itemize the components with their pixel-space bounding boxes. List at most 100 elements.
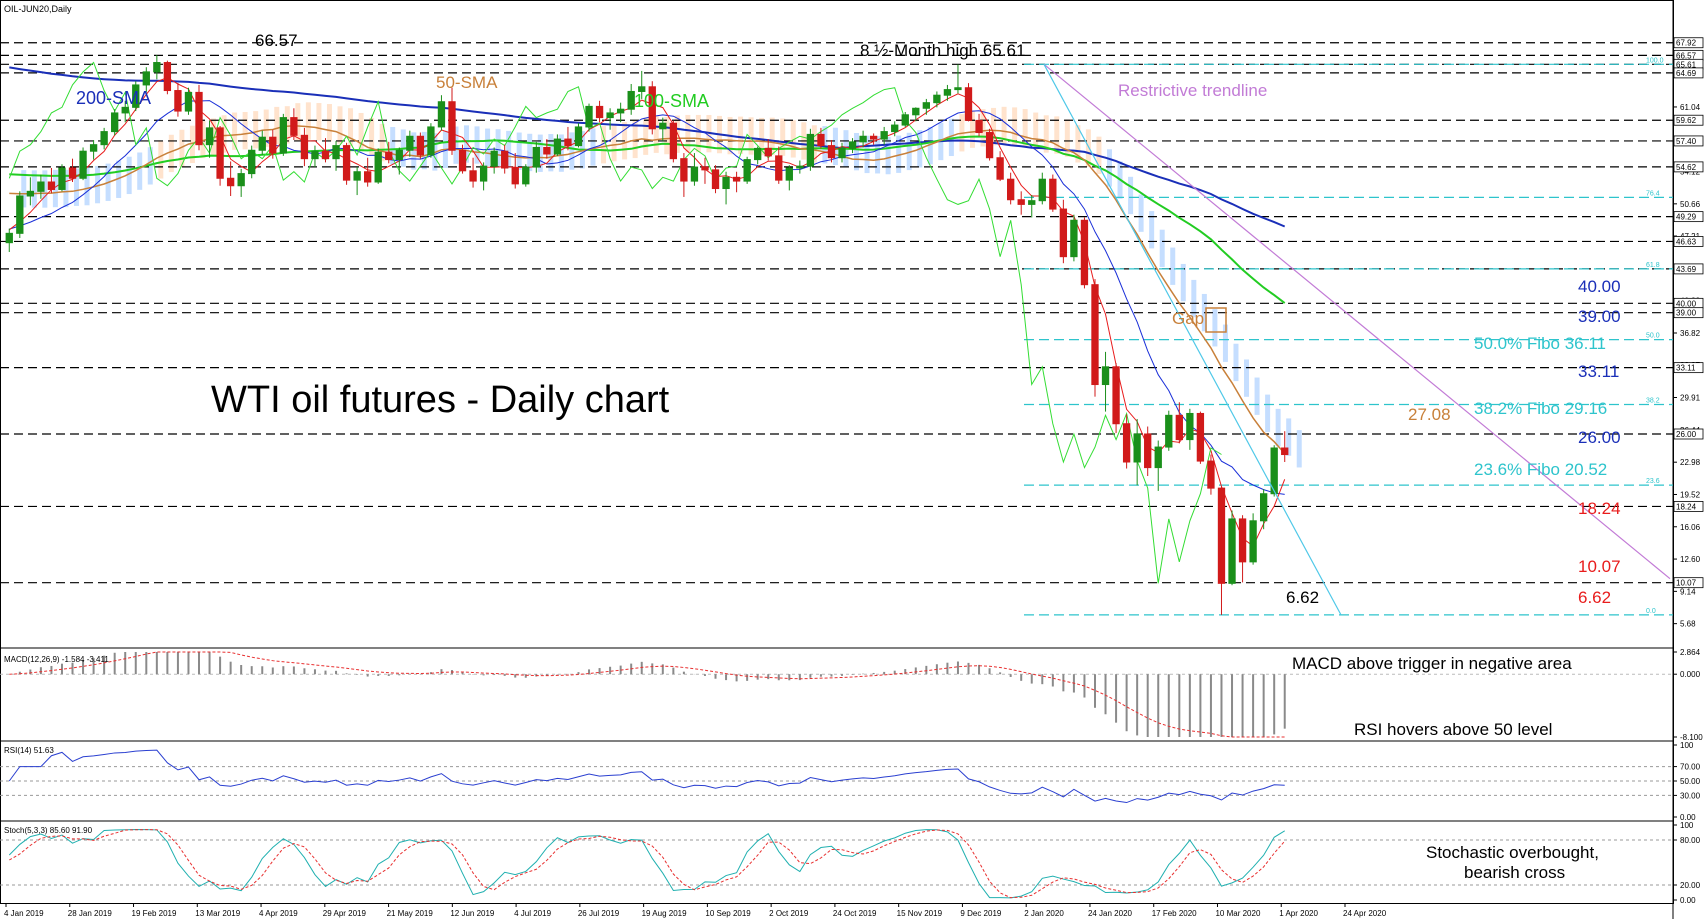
time-tick-label: 17 Feb 2020 <box>1152 909 1197 918</box>
label-100-sma: 100-SMA <box>634 91 709 111</box>
cloud-slice <box>601 126 607 164</box>
level-tag-label: 59.62 <box>1676 116 1697 125</box>
cloud-slice <box>1149 211 1155 249</box>
candle-body <box>226 177 235 187</box>
osc-tick-label: 0.00 <box>1680 813 1696 822</box>
cloud-slice <box>337 106 343 144</box>
level-tag-box <box>1673 501 1704 512</box>
cloud-slice <box>927 127 933 165</box>
cloud-slice <box>548 134 554 172</box>
candle-body <box>627 90 635 110</box>
time-tick-label: 4 Apr 2019 <box>259 909 298 918</box>
label-8month-high: 8 ½-Month high 65.61 <box>860 41 1025 60</box>
cloud-slice <box>200 120 206 159</box>
candle-body <box>58 167 66 190</box>
candle-body <box>532 146 540 168</box>
level-tag-label: 57.40 <box>1676 137 1697 146</box>
level-tag-box <box>1673 67 1704 79</box>
gap-box <box>1205 307 1227 333</box>
time-tick-label: 10 Mar 2020 <box>1215 909 1260 918</box>
candle-body <box>1281 447 1289 456</box>
level-tag-label: 67.92 <box>1676 39 1697 48</box>
candle-body <box>406 135 414 151</box>
candle-body <box>985 132 994 159</box>
cloud-slice <box>274 106 280 145</box>
time-tick-label: 19 Feb 2019 <box>132 909 177 918</box>
symbol-label: OIL-JUN20,Daily <box>4 4 72 14</box>
candle-body <box>553 138 562 155</box>
candle-body <box>754 147 762 161</box>
cloud-slice <box>906 132 912 171</box>
level-tag-label: 18.24 <box>1676 502 1697 511</box>
candle-body <box>364 171 372 183</box>
candle-body <box>1238 518 1247 563</box>
cloud-slice <box>885 136 891 175</box>
time-tick-label: 9 Dec 2019 <box>960 909 1001 918</box>
cloud-slice <box>896 135 902 173</box>
candle-body <box>1217 487 1226 584</box>
time-tick-label: 26 Jul 2019 <box>578 909 620 918</box>
candle-body <box>490 150 498 167</box>
level-tag-label: 26.00 <box>1676 430 1697 439</box>
cloud-slice <box>948 118 954 157</box>
cloud-slice <box>516 132 522 170</box>
fibo-tag: 23.6 <box>1646 478 1660 485</box>
cloud-slice <box>537 134 543 172</box>
cloud-slice <box>147 147 153 185</box>
time-tick-label: 29 Apr 2019 <box>323 909 367 918</box>
candle-body <box>311 150 319 160</box>
price-tick-label: 61.04 <box>1680 103 1701 112</box>
candle-body <box>1270 447 1278 495</box>
cloud-slice <box>1244 359 1250 397</box>
cloud-slice <box>1180 263 1186 302</box>
level-tag-label: 33.11 <box>1676 364 1696 373</box>
cloud-slice <box>854 133 860 171</box>
level-tag-label: 49.29 <box>1676 213 1697 222</box>
label-low-662-right: 6.62 <box>1578 588 1611 607</box>
level-tag-box <box>1673 236 1704 247</box>
cloud-slice <box>358 112 364 151</box>
horizontal-levels <box>0 42 1673 584</box>
stoch-panel: 100 80.00 20.00 0.00 <box>0 821 1701 905</box>
cloud-slice <box>316 103 322 141</box>
candle-body <box>258 136 266 151</box>
cloud-slice <box>790 120 796 158</box>
time-tick-label: 12 Jun 2019 <box>450 909 495 918</box>
stoch-title: Stoch(5,3,3) 85.60 91.90 <box>4 826 93 835</box>
osc-tick-label: 100 <box>1680 821 1694 830</box>
cloud-slice <box>832 127 838 166</box>
level-tag-label: 65.61 <box>1676 60 1697 69</box>
candle-body <box>1165 414 1173 448</box>
time-tick-label: 24 Oct 2019 <box>833 909 877 918</box>
candle-body <box>269 136 277 154</box>
time-tick-label: 19 Aug 2019 <box>642 909 687 918</box>
candle-body <box>1154 446 1162 469</box>
cloud-slice <box>221 115 227 153</box>
cloud-slice <box>569 132 575 170</box>
candle-body <box>964 87 973 121</box>
candle-body <box>648 86 656 130</box>
cloud-slice <box>1222 324 1228 362</box>
cloud-slice <box>84 167 90 206</box>
stoch-note-line-2: bearish cross <box>1464 863 1565 882</box>
candle-body <box>501 150 509 169</box>
time-tick-label: 2 Oct 2019 <box>769 909 809 918</box>
cloud-slice <box>695 114 701 153</box>
label-restrictive-trendline: Restrictive trendline <box>1118 81 1267 100</box>
candle-body <box>543 146 551 155</box>
candle-body <box>37 181 45 192</box>
stoch-note-line-1: Stochastic overbought, <box>1426 843 1599 862</box>
level-tag-label: 54.62 <box>1676 163 1697 172</box>
cloud-slice <box>1275 408 1281 447</box>
cloud-slice <box>738 116 744 154</box>
cloud-slice <box>1254 377 1260 415</box>
candle-body <box>184 91 193 112</box>
cloud-slice <box>137 152 143 190</box>
cloud-slice <box>748 117 754 155</box>
cloud-slice <box>780 118 786 156</box>
label-sma50-value: 27.08 <box>1408 405 1451 424</box>
candle-body <box>891 124 899 133</box>
cloud-slice <box>379 123 385 162</box>
time-tick-label: 24 Apr 2020 <box>1343 909 1387 918</box>
